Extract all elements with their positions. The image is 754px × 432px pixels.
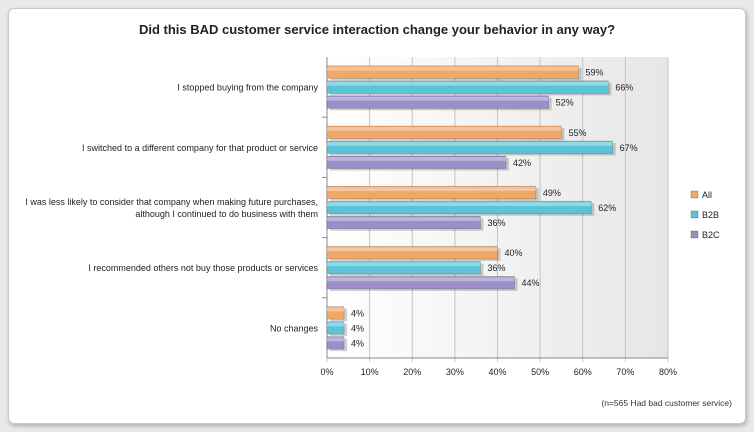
category-label: No changes	[270, 323, 319, 333]
bar	[326, 65, 579, 79]
category-label: I stopped buying from the company	[177, 83, 318, 93]
bar-highlight	[327, 81, 609, 86]
bar-highlight	[327, 202, 592, 206]
x-tick-label: 80%	[659, 367, 677, 377]
legend-swatch	[690, 230, 699, 239]
legend-label: B2C	[702, 230, 720, 240]
category-label: I switched to a different company for th…	[82, 143, 318, 153]
data-label: 55%	[568, 128, 586, 138]
data-label: 4%	[351, 308, 364, 318]
data-label: 62%	[598, 203, 616, 213]
data-label: 67%	[620, 143, 638, 153]
data-label: 4%	[351, 338, 364, 348]
bar	[326, 155, 507, 169]
bar	[326, 125, 562, 139]
x-tick-label: 20%	[403, 367, 421, 377]
x-tick-label: 50%	[531, 367, 549, 377]
bar-highlight	[327, 307, 345, 312]
bar	[326, 200, 592, 215]
bar	[326, 276, 515, 290]
data-label: 44%	[522, 278, 540, 288]
sample-size-note: (n=565 Had bad customer service)	[601, 398, 732, 408]
x-tick-label: 0%	[320, 367, 333, 377]
bar-highlight	[327, 96, 549, 101]
bar-highlight	[327, 66, 579, 71]
legend-label: B2B	[702, 210, 719, 220]
bar-highlight	[327, 262, 481, 267]
x-tick-label: 30%	[446, 367, 464, 377]
data-label: 49%	[543, 188, 561, 198]
bar	[326, 140, 613, 154]
data-label: 59%	[585, 68, 603, 78]
bar	[326, 336, 345, 350]
data-label: 36%	[487, 263, 505, 273]
category-label: I was less likely to consider that compa…	[25, 197, 318, 207]
legend-swatch	[690, 190, 699, 199]
bar-highlight	[327, 322, 345, 327]
bar-highlight	[327, 217, 481, 221]
x-tick-label: 40%	[488, 367, 506, 377]
bar-highlight	[327, 247, 498, 252]
data-label: 52%	[556, 98, 574, 108]
bar-highlight	[327, 187, 536, 191]
bar-highlight	[327, 142, 613, 146]
bar	[326, 80, 609, 94]
bar	[326, 306, 345, 320]
data-label: 40%	[505, 248, 523, 258]
bar-highlight	[327, 157, 507, 161]
legend-label: All	[702, 190, 712, 200]
category-label: I recommended others not buy those produ…	[88, 263, 318, 273]
bar-highlight	[327, 127, 562, 131]
bar	[326, 185, 537, 200]
x-tick-label: 60%	[574, 367, 592, 377]
data-label: 4%	[351, 323, 364, 333]
bar-highlight	[327, 277, 515, 282]
bar	[326, 321, 345, 335]
x-tick-label: 10%	[361, 367, 379, 377]
category-label: although I continued to do business with…	[135, 209, 318, 219]
x-tick-label: 70%	[616, 367, 634, 377]
bar	[326, 261, 481, 275]
data-label: 36%	[487, 218, 505, 228]
bar	[326, 215, 481, 230]
data-label: 66%	[615, 83, 633, 93]
bar	[326, 246, 498, 260]
legend-swatch	[690, 210, 699, 219]
chart-title: Did this BAD customer service interactio…	[138, 22, 616, 37]
bar	[326, 95, 549, 109]
data-label: 42%	[513, 158, 531, 168]
bar-highlight	[327, 337, 345, 342]
